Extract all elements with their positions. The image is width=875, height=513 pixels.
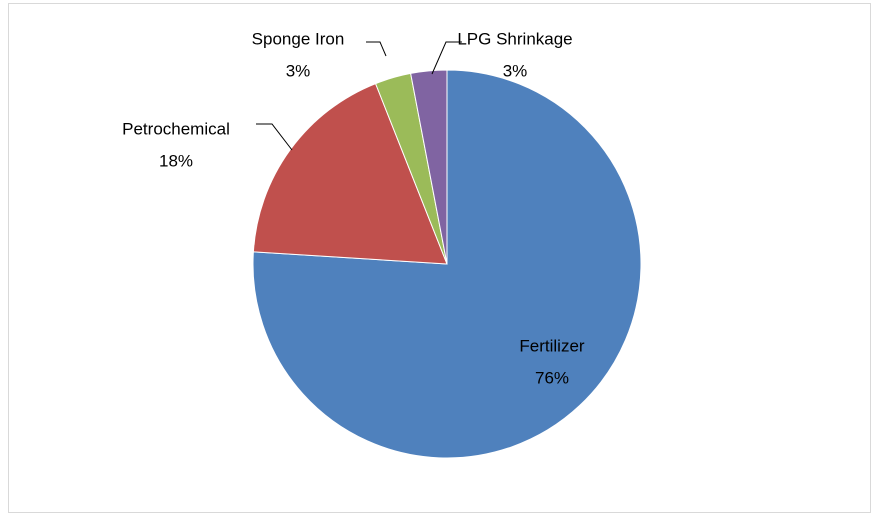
slice-label: Sponge Iron	[252, 29, 345, 48]
pie-slice	[252, 82, 448, 265]
pie-slice	[252, 69, 642, 459]
leader-line	[256, 123, 293, 151]
slice-value-label: 3%	[286, 61, 311, 80]
pie-slice	[410, 69, 448, 265]
slice-value-label: 76%	[535, 368, 569, 387]
leader-line	[366, 41, 387, 57]
slice-label: Fertilizer	[519, 336, 585, 355]
slice-label: LPG Shrinkage	[457, 29, 572, 48]
leader-line	[431, 41, 462, 75]
slice-label: Petrochemical	[122, 119, 230, 138]
slice-value-label: 3%	[503, 61, 528, 80]
slice-value-label: 18%	[159, 151, 193, 170]
